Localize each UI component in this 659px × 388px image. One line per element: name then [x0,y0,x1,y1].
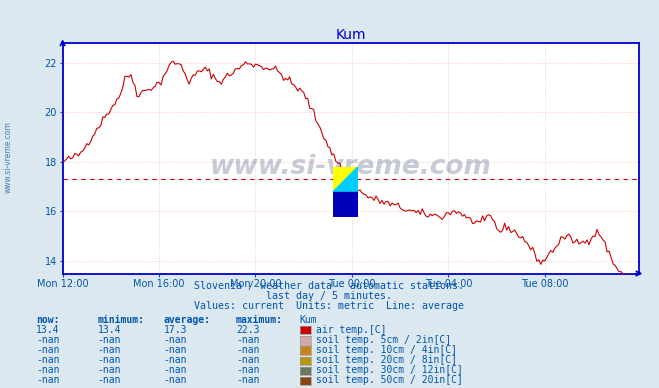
Text: www.si-vreme.com: www.si-vreme.com [210,154,492,180]
Text: 13.4: 13.4 [98,325,121,335]
Text: average:: average: [163,315,210,325]
Text: soil temp. 50cm / 20in[C]: soil temp. 50cm / 20in[C] [316,375,463,385]
Polygon shape [333,192,358,217]
Text: 22.3: 22.3 [236,325,260,335]
Text: maximum:: maximum: [236,315,283,325]
Text: soil temp. 20cm / 8in[C]: soil temp. 20cm / 8in[C] [316,355,457,365]
Text: -nan: -nan [163,355,187,365]
Title: Kum: Kum [335,28,366,42]
Text: -nan: -nan [98,375,121,385]
Text: Slovenia / weather data - automatic stations.: Slovenia / weather data - automatic stat… [194,281,465,291]
Text: -nan: -nan [98,335,121,345]
Text: -nan: -nan [236,375,260,385]
Text: -nan: -nan [98,365,121,375]
Text: soil temp. 30cm / 12in[C]: soil temp. 30cm / 12in[C] [316,365,463,375]
Text: -nan: -nan [236,355,260,365]
Text: Kum: Kum [300,315,318,325]
Text: 17.3: 17.3 [163,325,187,335]
Text: -nan: -nan [36,375,60,385]
Text: -nan: -nan [98,355,121,365]
Text: www.si-vreme.com: www.si-vreme.com [4,121,13,193]
Text: -nan: -nan [163,375,187,385]
Text: soil temp. 5cm / 2in[C]: soil temp. 5cm / 2in[C] [316,335,451,345]
Text: minimum:: minimum: [98,315,144,325]
Text: -nan: -nan [98,345,121,355]
Text: air temp.[C]: air temp.[C] [316,325,386,335]
Text: Values: current  Units: metric  Line: average: Values: current Units: metric Line: aver… [194,301,465,311]
Polygon shape [333,167,358,192]
Text: last day / 5 minutes.: last day / 5 minutes. [266,291,393,301]
Text: -nan: -nan [36,345,60,355]
Text: -nan: -nan [36,355,60,365]
Text: -nan: -nan [236,335,260,345]
Text: soil temp. 10cm / 4in[C]: soil temp. 10cm / 4in[C] [316,345,457,355]
Text: now:: now: [36,315,60,325]
Polygon shape [333,167,358,192]
Text: 13.4: 13.4 [36,325,60,335]
Text: -nan: -nan [163,365,187,375]
Text: -nan: -nan [163,335,187,345]
Text: -nan: -nan [163,345,187,355]
Text: -nan: -nan [236,365,260,375]
Text: -nan: -nan [36,365,60,375]
Text: -nan: -nan [36,335,60,345]
Text: -nan: -nan [236,345,260,355]
